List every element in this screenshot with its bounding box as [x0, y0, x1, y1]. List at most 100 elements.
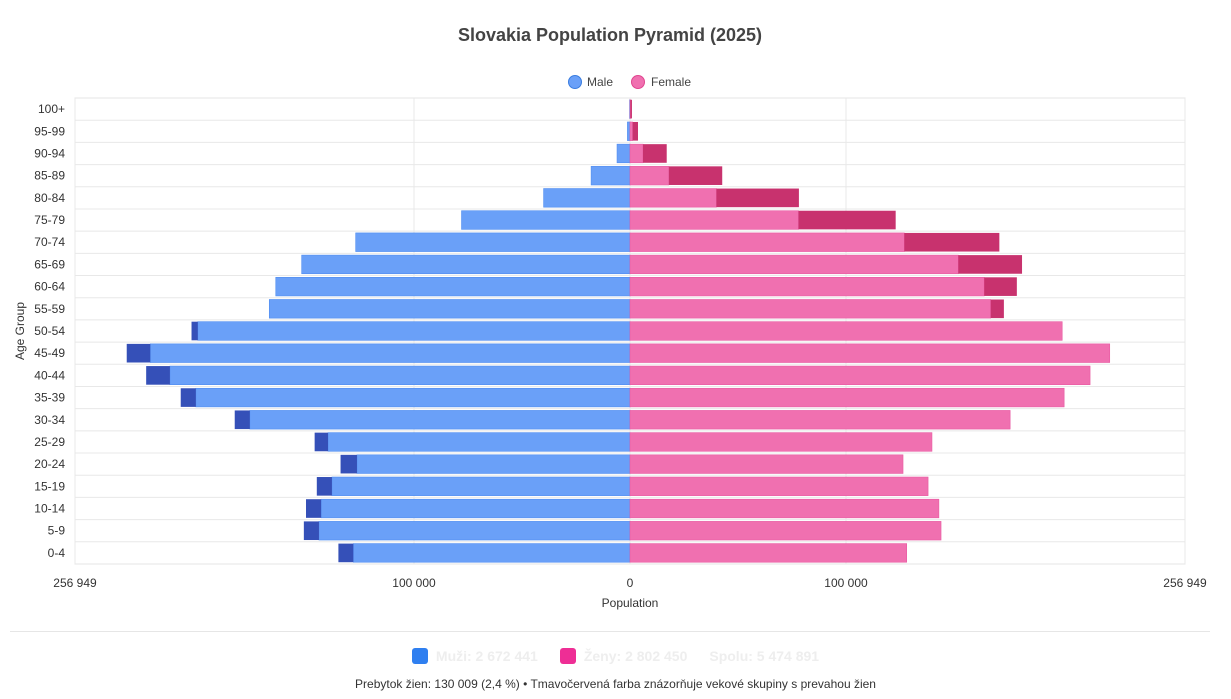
- bars: [126, 99, 1111, 563]
- legend-item-male[interactable]: Male: [568, 75, 614, 89]
- legend-label-male: Male: [587, 75, 613, 89]
- bar-female-excess-80-84[interactable]: [716, 188, 799, 208]
- bar-male-excess-45-49[interactable]: [126, 343, 151, 363]
- bar-male-90-94[interactable]: [616, 143, 631, 164]
- bar-female-excess-60-64[interactable]: [984, 277, 1017, 296]
- bar-female-excess-70-74[interactable]: [904, 232, 1000, 252]
- bar-female-45-49[interactable]: [629, 343, 1111, 363]
- bar-male-excess-50-54[interactable]: [191, 321, 198, 341]
- y-tick-label: 95-99: [34, 124, 65, 138]
- summary-female-swatch: [559, 648, 576, 664]
- y-tick-label: 30-34: [34, 413, 65, 427]
- divider: [10, 631, 1210, 632]
- bar-female-30-34[interactable]: [629, 410, 1011, 430]
- bar-male-excess-15-19[interactable]: [316, 477, 332, 496]
- y-tick-label: 25-29: [34, 435, 65, 449]
- summary-male-label: Muži: 2 672 441: [435, 648, 538, 664]
- bar-female-excess-100+[interactable]: [630, 99, 632, 119]
- bar-male-5-9[interactable]: [318, 521, 631, 541]
- x-axis-label: Population: [602, 596, 659, 610]
- bar-female-95-99[interactable]: [629, 121, 633, 141]
- y-tick-label: 90-94: [34, 146, 65, 160]
- bar-male-excess-5-9[interactable]: [303, 521, 319, 541]
- bar-male-30-34[interactable]: [249, 410, 631, 430]
- bar-female-75-79[interactable]: [629, 210, 799, 230]
- bar-female-15-19[interactable]: [629, 476, 929, 496]
- y-tick-label: 75-79: [34, 213, 65, 227]
- bar-male-10-14[interactable]: [320, 498, 631, 519]
- summary-male: Muži: 2 672 441: [411, 648, 538, 664]
- legend-swatch-female: [631, 75, 645, 89]
- bar-female-50-54[interactable]: [629, 321, 1063, 341]
- bar-female-excess-75-79[interactable]: [798, 210, 896, 230]
- x-tick-label: 256 949: [53, 576, 97, 590]
- bar-female-5-9[interactable]: [629, 521, 942, 541]
- bar-male-70-74[interactable]: [355, 232, 631, 252]
- bar-female-excess-65-69[interactable]: [958, 255, 1023, 274]
- bar-male-45-49[interactable]: [149, 343, 631, 363]
- y-tick-label: 45-49: [34, 346, 65, 360]
- y-tick-label: 60-64: [34, 280, 65, 294]
- x-tick-label: 0: [627, 576, 634, 590]
- y-tick-label: 40-44: [34, 368, 65, 382]
- bar-male-excess-40-44[interactable]: [146, 366, 170, 385]
- bar-male-excess-20-24[interactable]: [340, 454, 357, 474]
- bar-male-55-59[interactable]: [268, 299, 631, 319]
- chart-title: Slovakia Population Pyramid (2025): [458, 25, 762, 45]
- bar-female-20-24[interactable]: [629, 454, 904, 474]
- bar-female-excess-90-94[interactable]: [642, 144, 667, 163]
- y-tick-label: 50-54: [34, 324, 65, 338]
- bar-male-excess-30-34[interactable]: [234, 410, 250, 430]
- bar-male-95-99[interactable]: [627, 121, 631, 141]
- bar-male-60-64[interactable]: [275, 276, 631, 297]
- bar-female-10-14[interactable]: [629, 498, 940, 519]
- bar-female-90-94[interactable]: [629, 143, 644, 164]
- x-tick-label: 256 949: [1163, 576, 1207, 590]
- bar-female-excess-55-59[interactable]: [990, 299, 1004, 319]
- y-tick-label: 100+: [38, 102, 65, 116]
- y-tick-label: 5-9: [48, 524, 66, 538]
- bar-female-0-4[interactable]: [629, 543, 907, 563]
- y-tick-label: 65-69: [34, 257, 65, 271]
- y-tick-label: 15-19: [34, 479, 65, 493]
- bar-male-excess-10-14[interactable]: [306, 499, 322, 518]
- bar-male-75-79[interactable]: [461, 210, 631, 230]
- summary-bar: Muži: 2 672 441 Ženy: 2 802 450 Spolu: 5…: [0, 648, 1231, 664]
- bar-female-excess-85-89[interactable]: [668, 166, 723, 185]
- bar-female-65-69[interactable]: [629, 254, 959, 275]
- bar-male-excess-35-39[interactable]: [180, 388, 196, 407]
- bar-male-35-39[interactable]: [195, 387, 631, 408]
- x-tick-label: 100 000: [392, 576, 436, 590]
- x-tick-label: 100 000: [824, 576, 868, 590]
- bar-female-85-89[interactable]: [629, 166, 670, 186]
- bar-male-50-54[interactable]: [197, 321, 631, 341]
- bar-female-35-39[interactable]: [629, 387, 1065, 408]
- bar-male-25-29[interactable]: [327, 432, 631, 452]
- bar-male-15-19[interactable]: [331, 476, 631, 496]
- bar-female-70-74[interactable]: [629, 232, 905, 252]
- bar-male-85-89[interactable]: [590, 166, 631, 186]
- bar-male-excess-0-4[interactable]: [338, 543, 354, 563]
- bar-female-excess-95-99[interactable]: [632, 121, 638, 141]
- bar-female-40-44[interactable]: [629, 365, 1091, 386]
- bar-female-80-84[interactable]: [629, 188, 717, 208]
- bar-male-20-24[interactable]: [356, 454, 631, 474]
- population-pyramid-chart: Slovakia Population Pyramid (2025) Male …: [13, 25, 1207, 610]
- summary-female-label: Ženy: 2 802 450: [583, 648, 688, 664]
- summary-total-label: Spolu: 5 474 891: [709, 648, 820, 664]
- bar-male-65-69[interactable]: [301, 254, 631, 275]
- y-tick-label: 20-24: [34, 457, 65, 471]
- bar-female-25-29[interactable]: [629, 432, 933, 452]
- x-axis-ticks: 256 949 100 000 0 100 000 256 949: [53, 576, 1207, 590]
- bar-male-80-84[interactable]: [543, 188, 631, 208]
- legend-label-female: Female: [651, 75, 691, 89]
- bar-male-excess-25-29[interactable]: [314, 432, 329, 452]
- legend-swatch-male: [568, 75, 582, 89]
- bar-male-0-4[interactable]: [353, 543, 631, 563]
- bar-female-55-59[interactable]: [629, 299, 992, 319]
- bar-female-60-64[interactable]: [629, 276, 985, 297]
- bar-male-40-44[interactable]: [169, 365, 631, 386]
- legend-item-female[interactable]: Female: [631, 75, 692, 89]
- y-tick-label: 70-74: [34, 235, 65, 249]
- summary-total: Spolu: 5 474 891: [709, 648, 819, 664]
